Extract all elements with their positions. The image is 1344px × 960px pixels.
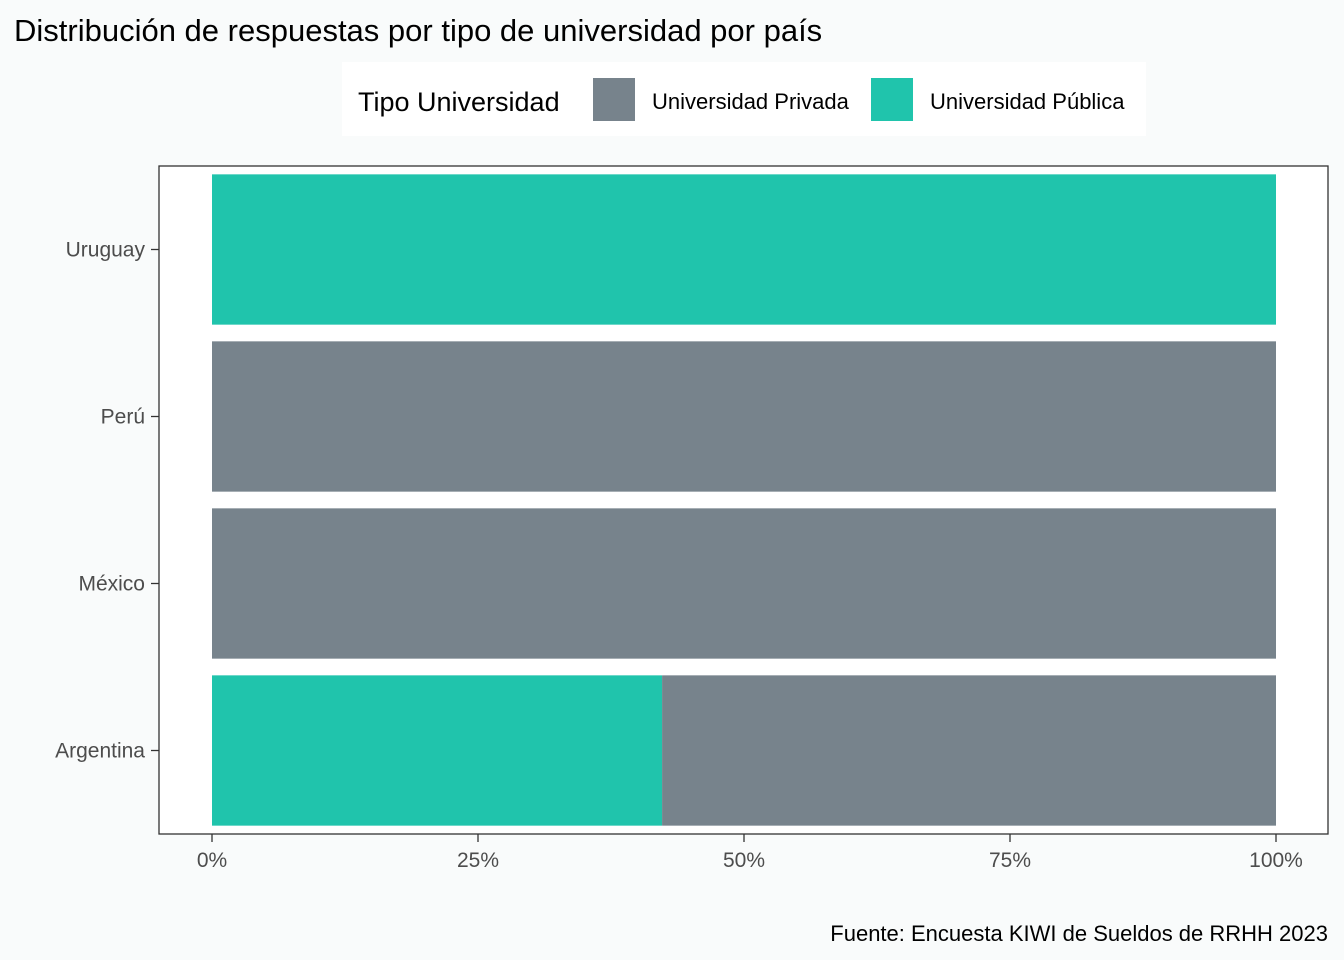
x-tick-label: 25% bbox=[457, 849, 499, 872]
legend-title: Tipo Universidad bbox=[358, 87, 560, 117]
legend-swatch-privada bbox=[593, 78, 635, 121]
x-tick-label: 0% bbox=[197, 849, 227, 872]
legend-swatch-publica bbox=[871, 78, 913, 121]
x-axis: 0% 25% 50% 75% 100% bbox=[197, 834, 1303, 872]
y-tick-label: Uruguay bbox=[66, 239, 146, 262]
chart-title: Distribución de respuestas por tipo de u… bbox=[14, 13, 822, 48]
bar-uruguay-universidad-publica bbox=[212, 174, 1276, 325]
y-tick-label: Perú bbox=[101, 406, 145, 429]
bar-argentina-universidad-privada bbox=[662, 675, 1276, 826]
legend-label-privada: Universidad Privada bbox=[652, 89, 850, 114]
y-axis: Argentina México Perú Uruguay bbox=[55, 239, 159, 763]
x-tick-label: 75% bbox=[989, 849, 1031, 872]
y-tick-label: Argentina bbox=[55, 740, 145, 763]
bar-peru-universidad-privada bbox=[212, 341, 1276, 492]
bar-mexico-universidad-privada bbox=[212, 508, 1276, 659]
x-tick-label: 50% bbox=[723, 849, 765, 872]
y-tick-label: México bbox=[78, 573, 145, 596]
legend-label-publica: Universidad Pública bbox=[930, 89, 1125, 114]
bar-argentina-universidad-publica bbox=[212, 675, 663, 826]
chart-caption: Fuente: Encuesta KIWI de Sueldos de RRHH… bbox=[830, 921, 1328, 946]
legend-background bbox=[342, 62, 1146, 136]
legend: Tipo Universidad Universidad Privada Uni… bbox=[342, 62, 1146, 136]
bars-layer bbox=[212, 174, 1276, 826]
x-tick-label: 100% bbox=[1249, 849, 1303, 872]
